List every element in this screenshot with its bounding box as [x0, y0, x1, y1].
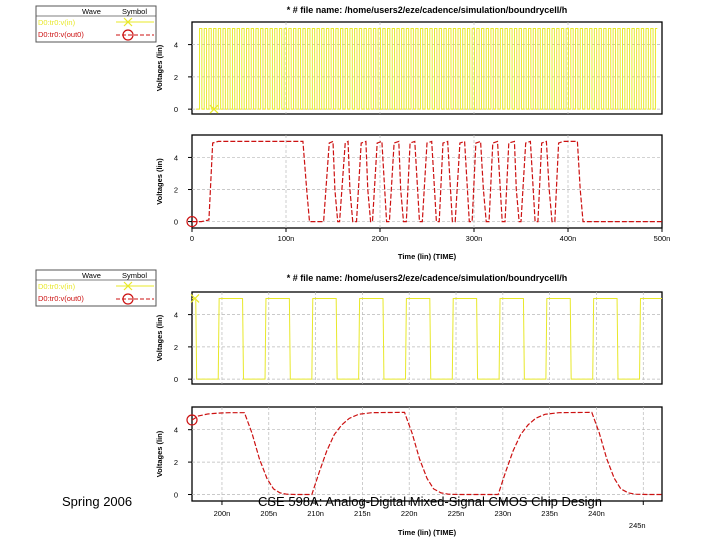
x-axis-label: Time (lin) (TIME)	[398, 528, 457, 537]
x-tick-label: 245n	[629, 521, 646, 530]
legend-frame	[35, 5, 157, 43]
legend-box: Wave Symbol D0:tr0:v(in) D0:tr0:v(out0)	[35, 269, 157, 307]
series-line	[192, 297, 662, 380]
waveform-figure-1: Wave Symbol D0:tr0:v(in) D0:tr0:v(out0) * # …	[35, 5, 670, 261]
circle-marker-icon	[122, 293, 134, 305]
legend-header-wave: Wave	[82, 7, 101, 16]
plot-frame	[191, 406, 663, 502]
plot-frame	[191, 134, 663, 229]
legend-frame	[35, 269, 157, 307]
x-tick-label: 200n	[214, 509, 231, 518]
footer-course-title: CSE 598A: Analog-Digital Mixed-Signal CM…	[258, 494, 602, 509]
x-tick-label: 0	[190, 234, 194, 243]
series-line	[192, 140, 662, 223]
y-tick-label: 2	[174, 458, 178, 467]
y-axis-label: Voltages (lin)	[155, 430, 164, 477]
y-tick-label: 4	[174, 426, 178, 435]
y-tick-label: 4	[174, 311, 178, 320]
x-tick-label: 240n	[588, 509, 605, 518]
legend-box: Wave Symbol D0:tr0:v(in) D0:tr0:v(out0)	[35, 5, 157, 43]
top-panel: 0 2 4 Voltages (lin)	[155, 21, 663, 115]
legend-entry-output: D0:tr0:v(out0)	[38, 30, 84, 39]
y-axis-label: Voltages (lin)	[155, 44, 164, 91]
y-tick-label: 2	[174, 343, 178, 352]
x-tick-label: 220n	[401, 509, 418, 518]
y-tick-label: 4	[174, 153, 178, 162]
legend-entry-input: D0:tr0:v(in)	[38, 18, 76, 27]
chart-title: * # file name: /home/users2/eze/cadence/…	[287, 273, 568, 283]
legend-entry-input: D0:tr0:v(in)	[38, 282, 76, 291]
x-marker-icon	[123, 17, 133, 27]
x-tick-label: 230n	[494, 509, 511, 518]
x-axis-label: Time (lin) (TIME)	[398, 252, 457, 261]
waveform-figure-2: Wave Symbol D0:tr0:v(in) D0:tr0:v(out0) * # …	[35, 269, 663, 537]
x-tick-label: 300n	[466, 234, 483, 243]
y-axis-label: Voltages (lin)	[155, 158, 164, 205]
x-axis: 0 100n 200n 300n 400n 500n Time (lin) (TIME)	[190, 228, 670, 261]
chart-title: * # file name: /home/users2/eze/cadence/…	[287, 5, 568, 15]
legend-entry-output: D0:tr0:v(out0)	[38, 294, 84, 303]
x-tick-label: 205n	[260, 509, 277, 518]
top-panel: 0 2 4 Voltages (lin)	[155, 291, 663, 385]
x-marker	[209, 104, 219, 114]
x-tick-label: 400n	[560, 234, 577, 243]
x-tick-label: 235n	[541, 509, 558, 518]
circle-marker-icon	[122, 29, 134, 41]
x-axis: 200n 205n 210n 215n 220n 225n 230n 235n 240n 245n…	[214, 501, 646, 537]
x-marker-icon	[123, 281, 133, 291]
x-tick-label: 200n	[372, 234, 389, 243]
y-tick-label: 2	[174, 186, 178, 195]
y-tick-label: 0	[174, 375, 178, 384]
plot-frame	[191, 291, 663, 385]
legend-header-symbol: Symbol	[122, 271, 147, 280]
bottom-panel: 0 2 4 Voltages (lin)	[155, 134, 663, 229]
legend-header-symbol: Symbol	[122, 7, 147, 16]
series-line	[191, 411, 662, 496]
y-tick-label: 0	[174, 491, 178, 500]
x-marker	[190, 294, 200, 303]
y-axis-label: Voltages (lin)	[155, 314, 164, 361]
x-tick-label: 210n	[307, 509, 324, 518]
y-tick-label: 2	[174, 73, 178, 82]
legend-header-wave: Wave	[82, 271, 101, 280]
y-tick-label: 4	[174, 41, 178, 50]
footer-date: Spring 2006	[62, 494, 133, 509]
bottom-panel: 0 2 4 Voltages (lin)	[155, 406, 663, 502]
circle-marker	[186, 215, 198, 228]
series-line	[195, 27, 658, 110]
x-tick-label: 100n	[278, 234, 295, 243]
circle-marker	[186, 414, 198, 426]
x-tick-label: 500n	[654, 234, 671, 243]
x-tick-label: 225n	[448, 509, 465, 518]
x-tick-label: 215n	[354, 509, 371, 518]
y-tick-label: 0	[174, 105, 178, 114]
y-tick-label: 0	[174, 218, 178, 227]
